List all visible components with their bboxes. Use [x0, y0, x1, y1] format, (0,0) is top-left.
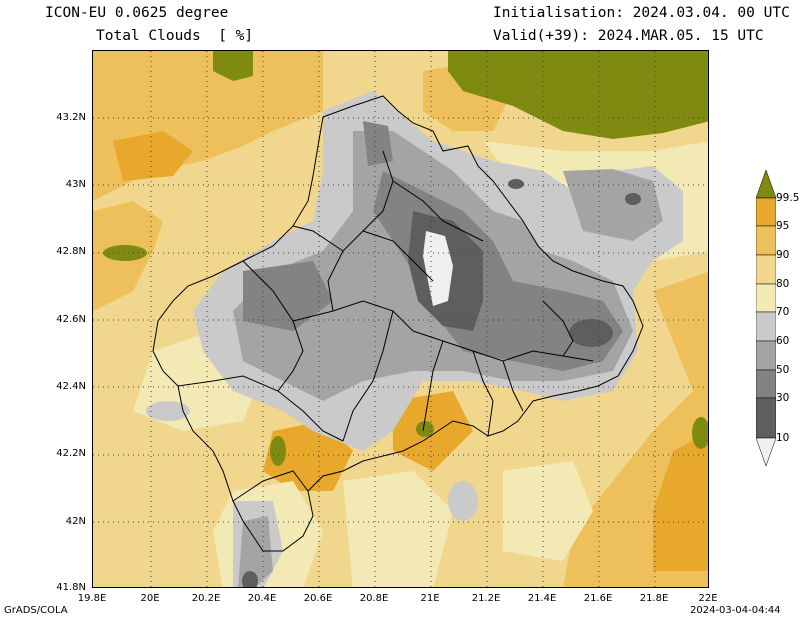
district-line-12	[472, 350, 494, 437]
colorbar-label-10: 10	[776, 432, 790, 444]
district-line-4	[392, 180, 484, 242]
grey50-area-w	[243, 261, 333, 331]
grey60-area-sw	[238, 516, 273, 587]
grey50-area-ne	[363, 121, 393, 166]
olive-area-e	[692, 417, 708, 449]
x-tick-9: 21.4E	[527, 593, 557, 604]
colorbar	[756, 170, 776, 467]
colorbar-top-triangle	[756, 170, 776, 199]
pale-area-se2	[503, 461, 593, 561]
olive-area-w	[103, 245, 147, 261]
olive-area-ne	[448, 51, 708, 139]
district-line-7	[422, 340, 444, 432]
y-tick-5: 42.4N	[56, 381, 86, 392]
district-line-8	[502, 360, 524, 412]
district-line-14	[362, 230, 434, 282]
y-tick-4: 42.6N	[56, 314, 86, 325]
colorbar-label-95: 95	[776, 220, 790, 232]
district-line-2	[292, 300, 414, 332]
colorbar-swatch-70	[756, 283, 776, 313]
orange-area-nw2	[113, 131, 193, 181]
pale-area-s	[343, 471, 453, 587]
y-tick-7: 42N	[65, 516, 86, 527]
white-area-center	[423, 231, 453, 306]
x-tick-3: 20.2E	[191, 593, 221, 604]
district-line-1	[242, 260, 304, 392]
x-tick-11: 21.8E	[639, 593, 669, 604]
colorbar-label-80: 80	[776, 278, 790, 290]
orange-area-e	[653, 432, 708, 571]
footer-right: 2024-03-04-04:44	[690, 605, 781, 616]
colorbar-swatch-50	[756, 340, 776, 371]
grey60-area-ne	[563, 169, 663, 241]
district-line-13	[292, 225, 344, 252]
olive-area-n	[213, 51, 253, 81]
y-tick-8: 41.8N	[56, 582, 86, 593]
grey30-area-n	[508, 179, 524, 189]
x-tick-4: 20.4E	[247, 593, 277, 604]
district-line-11	[542, 300, 574, 357]
init-time: Initialisation: 2024.03.04. 00 UTC	[493, 5, 790, 21]
colorbar-label-60: 60	[776, 335, 790, 347]
colorbar-label-90: 90	[776, 249, 790, 261]
colorbar-label-30: 30	[776, 392, 790, 404]
x-tick-2: 20E	[140, 593, 160, 604]
outer-boundary	[152, 95, 644, 552]
grey70-area-w	[146, 401, 190, 421]
admin-boundaries	[152, 95, 644, 552]
footer-left: GrADS/COLA	[4, 605, 68, 616]
colorbar-label-99-5: 99.5	[776, 192, 800, 204]
y-tick-6: 42.2N	[56, 448, 86, 459]
colorbar-label-50: 50	[776, 364, 790, 376]
colorbar-swatch-10	[756, 397, 776, 439]
colorbar-swatch-95	[756, 197, 776, 227]
district-line-6	[342, 310, 394, 442]
y-tick-3: 42.8N	[56, 246, 86, 257]
olive-area-c	[416, 421, 434, 437]
colorbar-swatch-80	[756, 254, 776, 285]
x-tick-1: 19.8E	[77, 593, 107, 604]
y-tick-2: 43N	[65, 179, 86, 190]
colorbar-swatch-90	[756, 225, 776, 256]
grey30-area-sw	[242, 571, 258, 587]
district-line-10	[232, 470, 309, 502]
grey30-area-ne	[625, 193, 641, 205]
colorbar-swatch-30	[756, 369, 776, 399]
grey70-area-s	[448, 481, 478, 521]
cloud-field	[93, 51, 708, 587]
y-tick-1: 43.2N	[56, 112, 86, 123]
colorbar-bottom-triangle	[756, 437, 776, 467]
model-title: ICON-EU 0.0625 degree	[45, 5, 229, 21]
x-tick-7: 21E	[420, 593, 440, 604]
x-tick-6: 20.8E	[359, 593, 389, 604]
x-tick-8: 21.2E	[471, 593, 501, 604]
x-tick-12: 22E	[698, 593, 718, 604]
x-tick-5: 20.6E	[303, 593, 333, 604]
olive-area-s	[270, 436, 286, 466]
grey30-area-e	[569, 319, 613, 347]
map-plot	[92, 50, 709, 588]
colorbar-swatch-60	[756, 311, 776, 342]
district-line-9	[177, 375, 344, 442]
colorbar-label-70: 70	[776, 306, 790, 318]
valid-time: Valid(+39): 2024.MAR.05. 15 UTC	[493, 28, 764, 44]
x-tick-10: 21.6E	[583, 593, 613, 604]
variable-title: Total Clouds [ %]	[96, 28, 254, 44]
